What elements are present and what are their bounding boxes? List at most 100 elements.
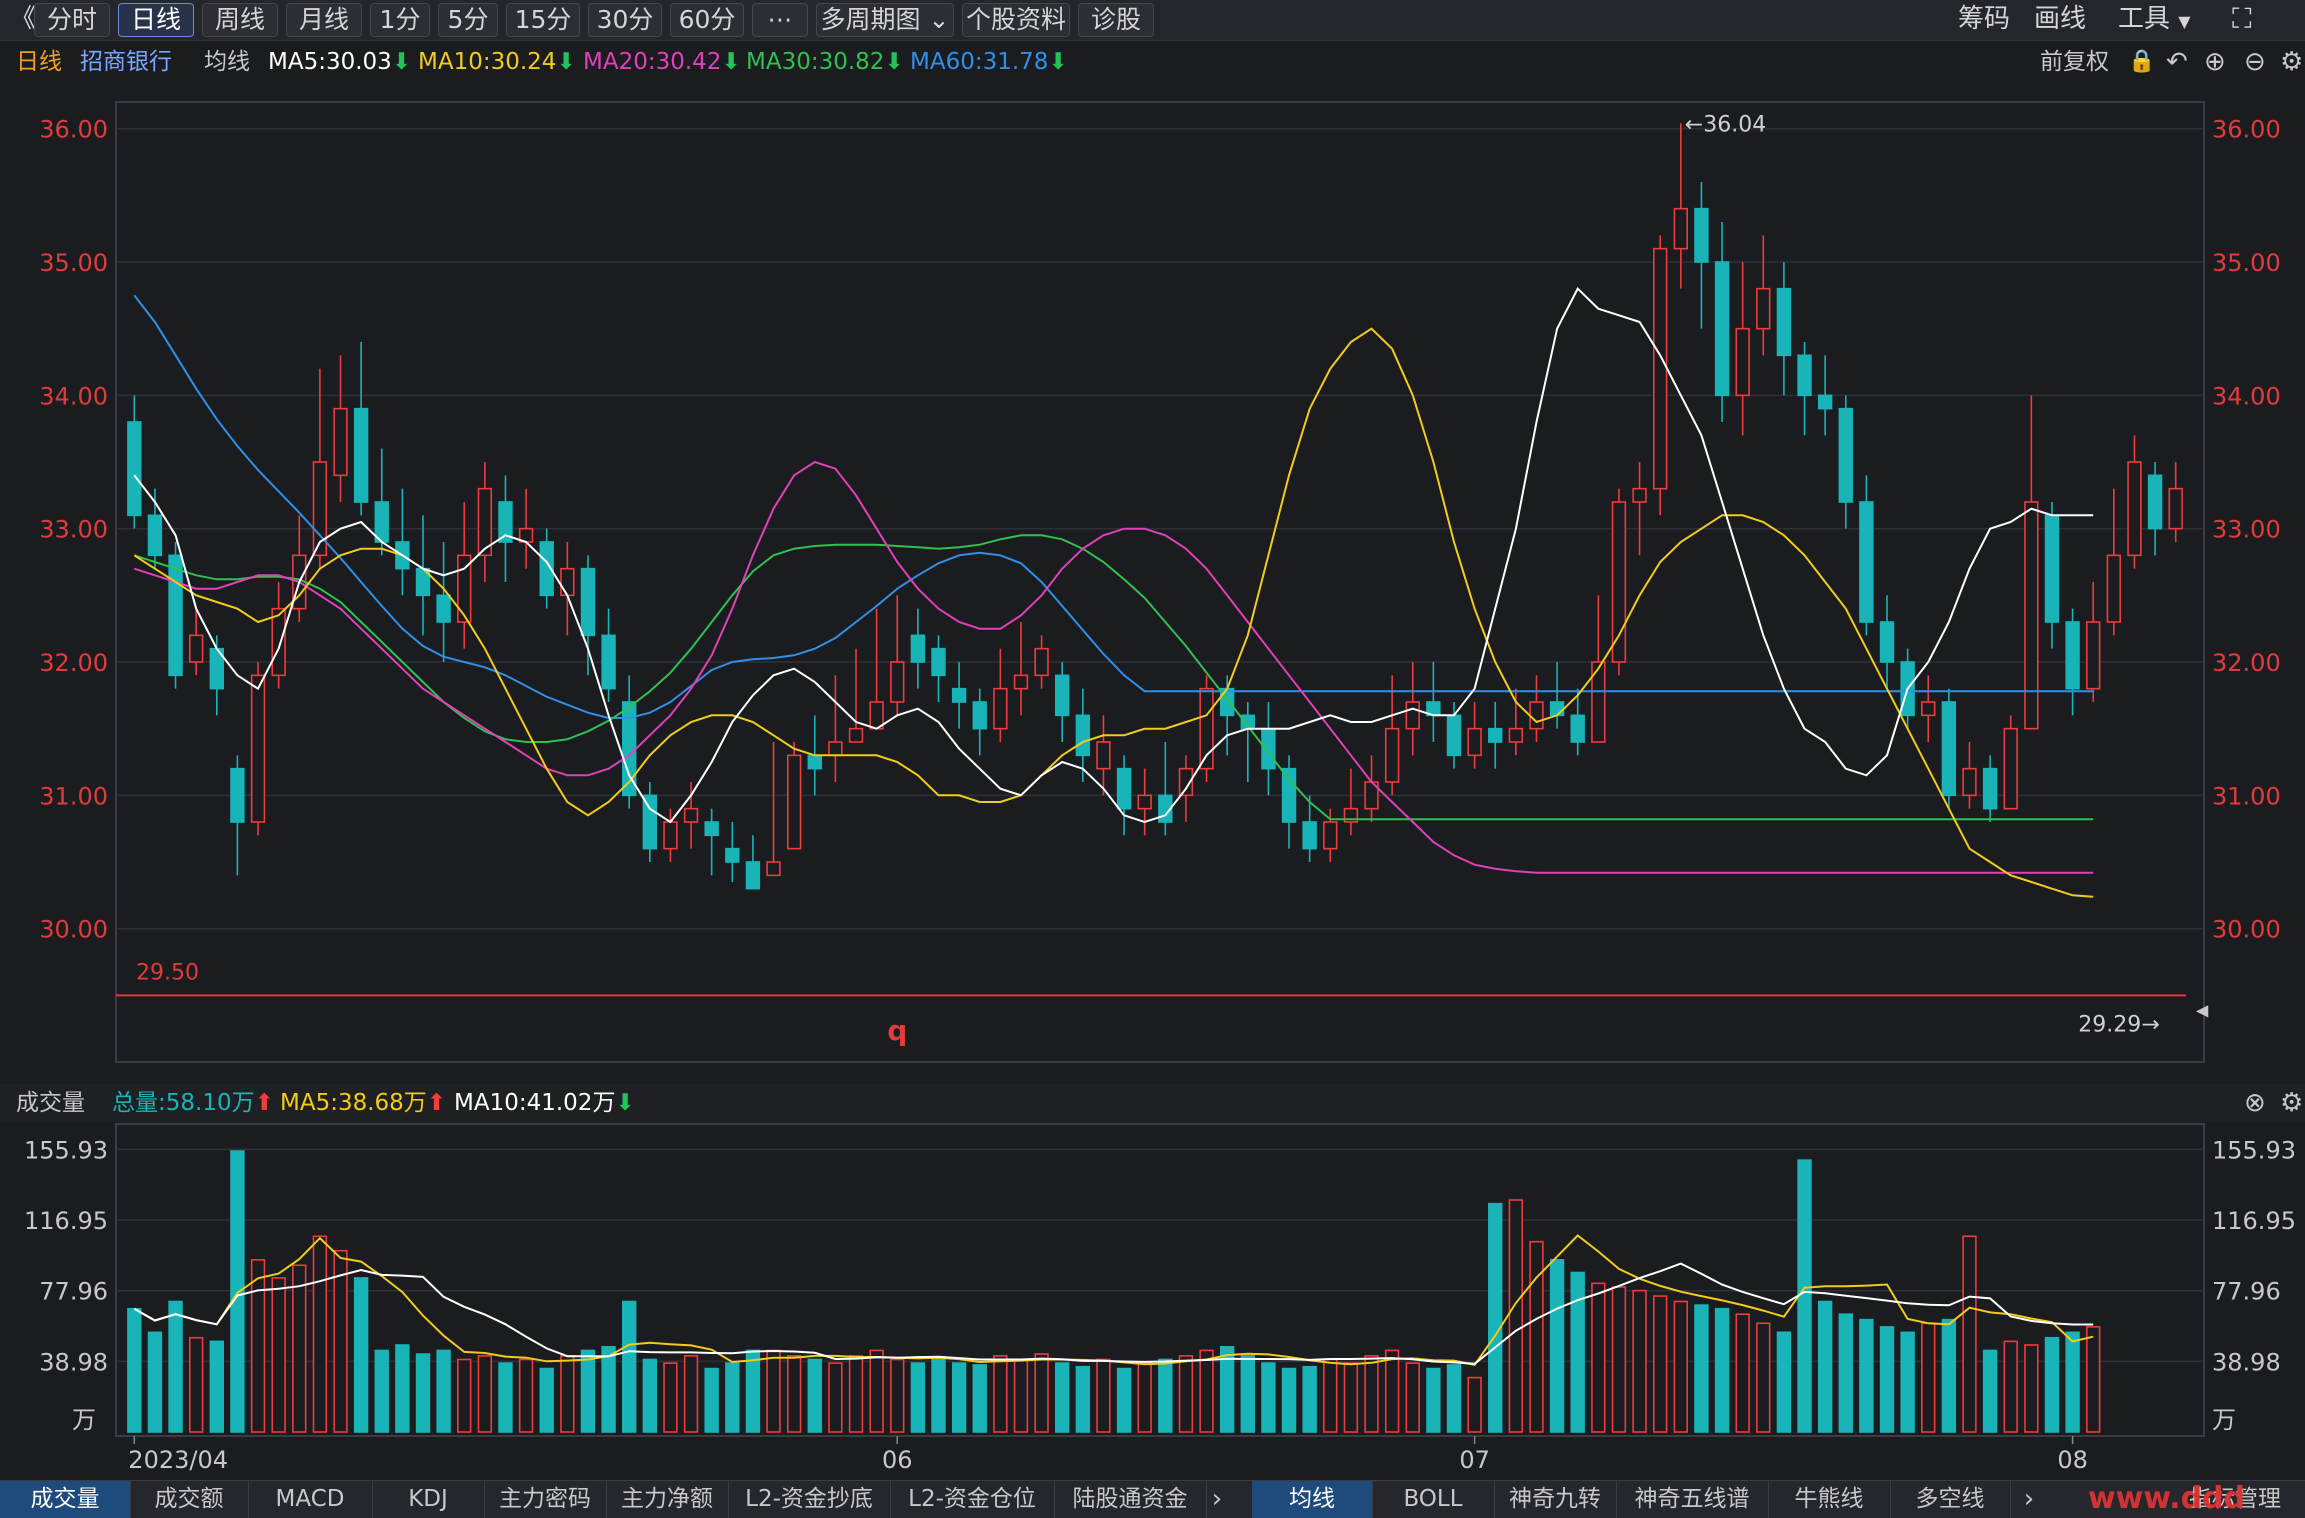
volume-bar-down[interactable] <box>1219 1346 1235 1433</box>
volume-chart[interactable]: 38.98 38.98 77.96 77.96 116.95 116.95 155.93 15… <box>0 1122 2305 1480</box>
candle-up[interactable] <box>1405 701 1420 730</box>
volume-bar-up[interactable] <box>188 1336 204 1433</box>
volume-bar-up[interactable] <box>2086 1326 2101 1433</box>
volume-bar-down[interactable] <box>1302 1365 1317 1433</box>
candle-down[interactable] <box>1302 821 1317 850</box>
candle-up[interactable] <box>1034 647 1049 677</box>
zoom-in-icon[interactable]: ⊕ <box>2204 47 2226 77</box>
candle-down[interactable] <box>1570 714 1585 743</box>
volume-bar-up[interactable] <box>1178 1355 1194 1433</box>
volume-bar-down[interactable] <box>1116 1367 1132 1433</box>
indicator-tab[interactable]: KDJ <box>372 1481 485 1518</box>
candle-up[interactable] <box>477 487 493 557</box>
indicator-tab[interactable]: 主力净额 <box>606 1481 729 1518</box>
period-button[interactable]: 月线 <box>286 3 362 37</box>
close-icon[interactable]: ⊗ <box>2244 1088 2266 1118</box>
candle-up[interactable] <box>250 674 266 823</box>
volume-bar-down[interactable] <box>745 1349 761 1433</box>
candle-down[interactable] <box>704 821 719 837</box>
volume-bar-down[interactable] <box>1982 1349 1998 1433</box>
candle-down[interactable] <box>1838 407 1853 503</box>
volume-bar-down[interactable] <box>1776 1331 1792 1433</box>
candle-down[interactable] <box>601 634 616 690</box>
candle-down[interactable] <box>1982 767 1998 810</box>
volume-bar-up[interactable] <box>333 1249 348 1433</box>
volume-bar-down[interactable] <box>1281 1367 1297 1433</box>
volume-bar-up[interactable] <box>1034 1353 1049 1433</box>
candle-up[interactable] <box>2024 501 2039 730</box>
volume-bar-up[interactable] <box>869 1349 884 1433</box>
volume-bar-down[interactable] <box>539 1367 554 1433</box>
event-marker-q[interactable]: q <box>887 1014 907 1047</box>
candle-down[interactable] <box>931 647 946 677</box>
candle-up[interactable] <box>1591 661 1606 743</box>
volume-bar-up[interactable] <box>1921 1322 1936 1433</box>
volume-bar-down[interactable] <box>147 1331 163 1433</box>
chevron-right-icon[interactable]: › <box>2023 1484 2035 1514</box>
candle-up[interactable] <box>1508 727 1524 743</box>
volume-bar-up[interactable] <box>1962 1235 1977 1433</box>
tools-button[interactable]: 工具 ▼ <box>2118 3 2191 35</box>
candle-up[interactable] <box>1529 701 1544 730</box>
volume-bar-down[interactable] <box>2044 1336 2060 1433</box>
candle-down[interactable] <box>1694 207 1709 263</box>
candle-up[interactable] <box>1096 741 1111 770</box>
chevron-right-icon[interactable]: › <box>1211 1484 1223 1514</box>
candle-down[interactable] <box>1075 714 1091 757</box>
candle-up[interactable] <box>993 687 1008 730</box>
volume-bar-down[interactable] <box>395 1344 410 1433</box>
volume-bar-up[interactable] <box>663 1362 678 1433</box>
indicator-tab[interactable]: 成交量 <box>0 1481 131 1518</box>
volume-bar-down[interactable] <box>642 1358 658 1433</box>
volume-bar-down[interactable] <box>1797 1159 1812 1433</box>
period-button[interactable]: 日线 <box>118 3 194 37</box>
indicator-tab[interactable]: 陆股通资金 <box>1054 1481 1207 1518</box>
volume-bar-down[interactable] <box>498 1362 513 1433</box>
volume-bar-down[interactable] <box>1549 1259 1565 1433</box>
volume-bar-down[interactable] <box>1570 1271 1585 1433</box>
candle-down[interactable] <box>2147 474 2163 530</box>
period-button[interactable]: 1分 <box>370 3 430 37</box>
volume-bar-down[interactable] <box>1488 1202 1503 1433</box>
settings-icon[interactable]: ⚙ <box>2280 1088 2304 1118</box>
stock-name[interactable]: 招商银行 <box>80 49 172 75</box>
indicator-tab[interactable]: L2-资金抄底 <box>728 1481 891 1518</box>
candle-down[interactable] <box>1859 501 1874 623</box>
candle-up[interactable] <box>2003 727 2018 810</box>
candle-down[interactable] <box>539 541 554 597</box>
volume-bar-up[interactable] <box>2024 1344 2039 1433</box>
adjust-mode[interactable]: 前复权 <box>2040 49 2109 75</box>
candle-up[interactable] <box>1735 327 1750 397</box>
candle-up[interactable] <box>828 741 843 757</box>
volume-bar-down[interactable] <box>931 1358 946 1433</box>
candle-down[interactable] <box>745 861 761 890</box>
volume-bar-up[interactable] <box>828 1362 843 1433</box>
volume-bar-down[interactable] <box>168 1300 183 1433</box>
ma-title[interactable]: 均线 <box>204 49 250 75</box>
chips-button[interactable]: 筹码 <box>1958 4 2011 34</box>
volume-bar-down[interactable] <box>209 1340 224 1433</box>
volume-bar-up[interactable] <box>786 1355 802 1433</box>
candle-down[interactable] <box>642 794 658 850</box>
candle-down[interactable] <box>1281 767 1297 823</box>
volume-bar-up[interactable] <box>250 1259 266 1433</box>
volume-bar-down[interactable] <box>807 1358 822 1433</box>
volume-bar-down[interactable] <box>1838 1313 1853 1433</box>
candle-up[interactable] <box>683 807 699 823</box>
candle-up[interactable] <box>890 661 905 703</box>
volume-bar-up[interactable] <box>766 1349 781 1433</box>
indicator-tab[interactable]: L2-资金仓位 <box>890 1481 1055 1518</box>
candle-up[interactable] <box>848 727 864 743</box>
volume-bar-down[interactable] <box>972 1364 987 1433</box>
volume-bar-down[interactable] <box>1261 1362 1276 1433</box>
candle-up[interactable] <box>1199 687 1214 770</box>
candle-down[interactable] <box>1817 394 1833 410</box>
volume-bar-up[interactable] <box>457 1358 472 1433</box>
candle-down[interactable] <box>498 501 513 543</box>
lock-icon[interactable]: 🔒 <box>2128 49 2156 74</box>
volume-bar-down[interactable] <box>1075 1365 1091 1433</box>
indicator-tab[interactable]: 主力密码 <box>484 1481 607 1518</box>
volume-bar-up[interactable] <box>1343 1362 1359 1433</box>
volume-bar-up[interactable] <box>1364 1355 1379 1433</box>
volume-bar-up[interactable] <box>1384 1349 1400 1433</box>
